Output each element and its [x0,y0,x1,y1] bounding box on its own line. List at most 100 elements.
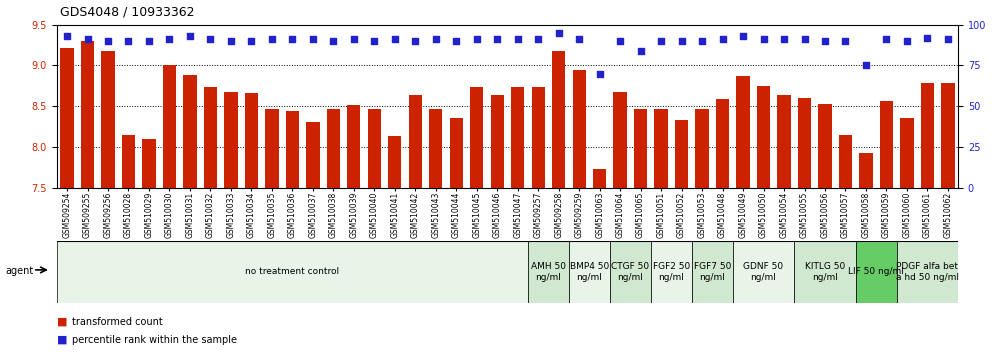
Point [161,36,177,42]
Bar [368,109,380,354]
Bar [57,241,528,303]
Bar [757,86,770,354]
Point [326,38,342,44]
Bar [327,109,340,354]
Bar [224,92,238,354]
Bar [860,153,872,354]
Bar [593,169,607,354]
Bar [614,92,626,354]
Bar [142,139,155,354]
Point [776,36,792,42]
Point [59,33,75,39]
Point [510,36,526,42]
Bar [245,93,258,354]
Bar [573,70,586,354]
Text: LIF 50 ng/ml: LIF 50 ng/ml [849,267,904,276]
Bar [102,51,115,354]
Point [673,38,689,44]
Bar [692,241,733,303]
Bar [470,87,483,354]
Point [285,36,301,42]
Text: transformed count: transformed count [72,317,162,327]
Point [797,36,813,42]
Bar [839,135,853,354]
Point [469,36,485,42]
Point [858,63,873,68]
Text: GDS4048 / 10933362: GDS4048 / 10933362 [60,5,194,18]
Bar [856,241,896,303]
Point [714,36,730,42]
Bar [552,51,566,354]
Point [121,38,136,44]
Point [653,38,669,44]
Bar [777,95,791,354]
Point [243,38,259,44]
Point [838,38,854,44]
Bar [736,76,750,354]
Point [386,36,402,42]
Bar [879,101,893,354]
Bar [204,87,217,354]
Point [613,38,628,44]
Bar [162,65,176,354]
Bar [449,118,463,354]
Bar [794,241,856,303]
Point [632,48,648,54]
Point [428,36,444,42]
Bar [716,99,729,354]
Point [100,38,116,44]
Point [899,38,915,44]
Point [141,38,157,44]
Text: ■: ■ [57,317,68,327]
Point [878,36,894,42]
Text: KITLG 50
ng/ml: KITLG 50 ng/ml [805,262,846,282]
Point [756,36,772,42]
Point [592,71,608,76]
Text: ■: ■ [57,335,68,345]
Text: BMP4 50
ng/ml: BMP4 50 ng/ml [570,262,609,282]
Bar [634,109,647,354]
Bar [900,118,913,354]
Bar [265,109,279,354]
Point [571,36,587,42]
Bar [306,122,320,354]
Bar [511,87,524,354]
Bar [798,98,811,354]
Bar [650,241,692,303]
Text: percentile rank within the sample: percentile rank within the sample [72,335,237,345]
Text: FGF7 50
ng/ml: FGF7 50 ng/ml [693,262,731,282]
Bar [733,241,794,303]
Bar [654,109,667,354]
Point [919,35,935,41]
Point [264,36,280,42]
Point [407,38,423,44]
Point [182,33,198,39]
Text: no treatment control: no treatment control [245,267,340,276]
Text: AMH 50
ng/ml: AMH 50 ng/ml [531,262,566,282]
Bar [675,120,688,354]
Bar [528,241,569,303]
Point [817,38,833,44]
Bar [610,241,650,303]
Bar [408,95,422,354]
Point [346,36,362,42]
Bar [491,95,504,354]
Text: agent: agent [5,266,33,276]
Bar [920,84,934,354]
Bar [819,104,832,354]
Text: GDNF 50
ng/ml: GDNF 50 ng/ml [743,262,784,282]
Bar [532,87,545,354]
Point [694,38,710,44]
Bar [348,104,361,354]
Bar [569,241,610,303]
Bar [388,136,401,354]
Text: PDGF alfa bet
a hd 50 ng/ml: PDGF alfa bet a hd 50 ng/ml [896,262,959,282]
Text: CTGF 50
ng/ml: CTGF 50 ng/ml [612,262,649,282]
Bar [61,47,74,354]
Point [551,30,567,36]
Point [735,33,751,39]
Bar [695,109,709,354]
Point [367,38,382,44]
Bar [941,84,954,354]
Bar [896,241,958,303]
